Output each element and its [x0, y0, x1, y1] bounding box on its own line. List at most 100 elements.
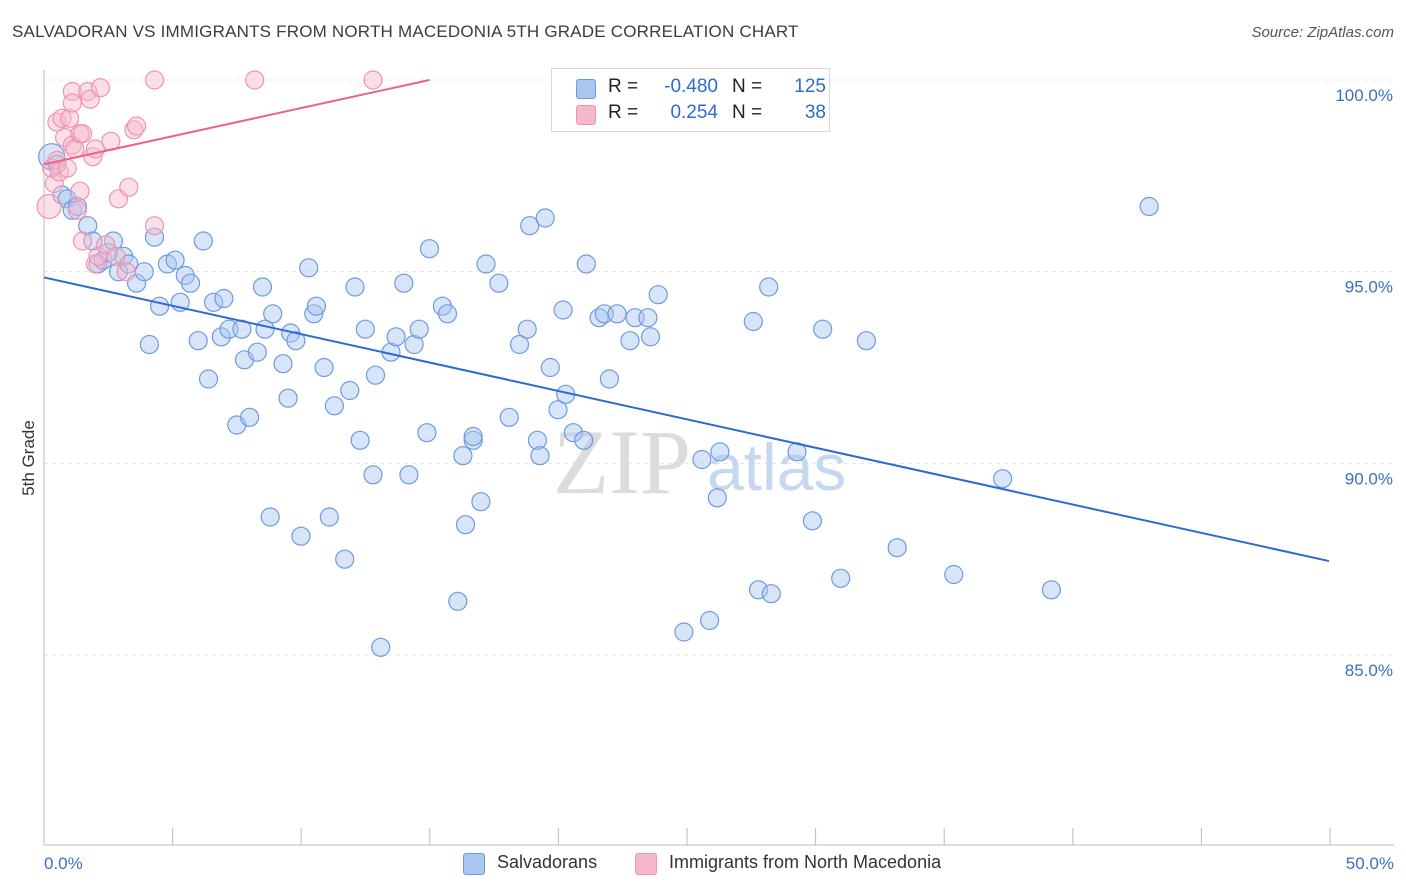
data-point	[761, 584, 781, 604]
y-tick-label: 85.0%	[1345, 661, 1393, 680]
trend-line-macedonia	[43, 79, 430, 166]
data-point	[165, 250, 185, 270]
data-point	[576, 254, 596, 274]
legend-n-value: 125	[794, 76, 826, 97]
data-point	[245, 70, 265, 90]
data-point	[299, 258, 319, 278]
data-point	[193, 231, 213, 251]
data-point	[599, 369, 620, 389]
salvadorans-points	[38, 70, 1159, 657]
data-point	[340, 380, 360, 401]
data-point	[648, 285, 668, 305]
data-point	[345, 277, 365, 297]
legend-r-value: 0.254	[670, 102, 718, 123]
x-tick-label-max: 50.0%	[1346, 854, 1394, 873]
data-point	[386, 327, 406, 347]
data-point	[62, 200, 82, 220]
data-point	[139, 334, 159, 355]
data-point	[417, 423, 437, 443]
legend-swatch-pink	[635, 853, 657, 875]
data-point	[1139, 196, 1159, 217]
data-point	[471, 492, 491, 512]
legend-swatch-blue	[463, 853, 485, 875]
watermark-zip: ZIP	[553, 411, 691, 513]
data-point	[355, 319, 375, 339]
data-point	[44, 173, 64, 194]
legend-swatch-pink	[576, 105, 596, 125]
data-point	[692, 449, 712, 470]
data-point	[144, 216, 165, 236]
data-point	[1041, 580, 1062, 600]
data-point	[144, 70, 165, 90]
data-point	[319, 507, 339, 527]
data-point	[371, 637, 391, 657]
data-point	[399, 465, 419, 485]
data-point	[856, 331, 877, 351]
data-point	[448, 591, 468, 611]
data-point	[409, 319, 429, 339]
data-point	[509, 334, 530, 355]
data-point	[57, 158, 77, 178]
data-point	[563, 423, 584, 443]
data-point	[699, 610, 720, 631]
data-point	[62, 93, 82, 113]
legend-swatch-blue	[576, 79, 596, 99]
data-point	[273, 354, 293, 374]
data-point	[314, 357, 334, 378]
data-point	[520, 216, 540, 236]
legend-r-label: R =	[608, 76, 639, 97]
data-point	[119, 177, 139, 197]
data-point	[710, 442, 730, 462]
data-point	[144, 227, 165, 247]
data-point	[350, 430, 370, 450]
data-point	[638, 308, 658, 328]
data-point	[52, 108, 72, 128]
data-point	[365, 365, 386, 385]
data-point	[278, 388, 298, 408]
data-point	[72, 231, 93, 251]
data-point	[499, 407, 519, 427]
data-point	[78, 81, 98, 102]
data-point	[150, 296, 170, 316]
data-point	[363, 465, 383, 485]
data-point	[831, 568, 851, 588]
trend-line-salvadorans	[43, 276, 1330, 563]
data-point	[116, 262, 136, 282]
data-point	[36, 193, 62, 220]
y-tick-label: 100.0%	[1335, 86, 1393, 105]
data-point	[748, 580, 769, 600]
data-point	[252, 277, 273, 297]
legend-label: Immigrants from North Macedonia	[669, 852, 942, 872]
data-point	[324, 396, 344, 416]
data-point	[707, 488, 727, 508]
data-point	[394, 273, 414, 293]
data-point	[674, 622, 694, 642]
legend-r-value: -0.480	[664, 76, 718, 97]
data-point	[437, 304, 458, 324]
macedonia-points	[36, 70, 383, 282]
data-point	[90, 78, 111, 98]
legend-n-label: N =	[732, 102, 763, 123]
chart-title: SALVADORAN VS IMMIGRANTS FROM NORTH MACE…	[12, 22, 799, 41]
data-point	[67, 200, 88, 220]
y-tick-label: 95.0%	[1345, 278, 1393, 297]
data-point	[607, 304, 627, 324]
data-point	[489, 273, 509, 293]
data-point	[72, 124, 93, 144]
data-point	[286, 331, 306, 351]
data-point	[204, 292, 224, 312]
data-point	[335, 549, 355, 569]
data-point	[548, 400, 568, 420]
data-point	[640, 327, 661, 347]
watermark-atlas: atlas	[707, 430, 846, 504]
trend-lines	[43, 79, 1330, 563]
x-ticks	[43, 828, 1331, 845]
data-point	[211, 327, 231, 347]
data-point	[198, 369, 219, 389]
data-point	[813, 319, 833, 339]
stats-legend: R = -0.480 N = 125 R = 0.254 N = 38	[551, 68, 830, 132]
data-point	[455, 515, 476, 535]
data-point	[887, 538, 907, 558]
data-point	[60, 108, 80, 128]
data-point	[620, 331, 640, 351]
